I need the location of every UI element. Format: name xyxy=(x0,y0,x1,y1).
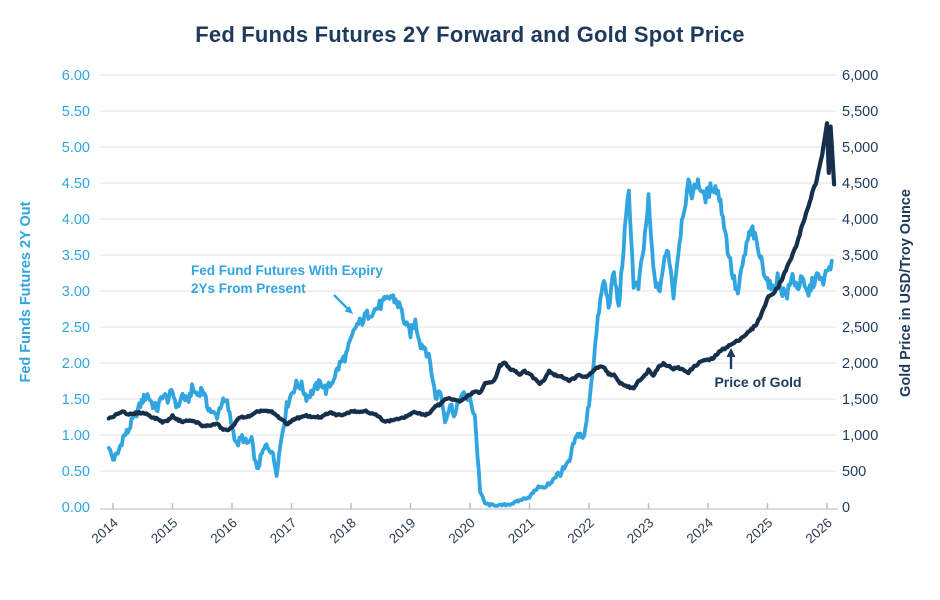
x-axis-tick-label: 2017 xyxy=(267,515,299,546)
right-axis-tick-label: 2,500 xyxy=(842,320,878,336)
right-axis-tick-label: 3,000 xyxy=(842,284,878,300)
left-axis-tick-label: 0.00 xyxy=(62,500,90,516)
futures-annotation-arrow xyxy=(333,294,349,310)
left-axis-tick-label: 4.00 xyxy=(62,212,90,228)
left-axis-tick-label: 1.50 xyxy=(62,392,90,408)
right-axis-tick-label: 1,500 xyxy=(842,392,878,408)
futures-annotation-arrowhead xyxy=(344,305,353,314)
right-axis-tick-label: 3,500 xyxy=(842,248,878,264)
x-axis-tick-label: 2018 xyxy=(327,515,359,546)
x-axis-tick-label: 2024 xyxy=(684,515,717,547)
left-axis-tick-label: 3.50 xyxy=(62,248,90,264)
left-axis-tick-label: 4.50 xyxy=(62,176,90,192)
left-axis-title: Fed Funds Futures 2Y Out xyxy=(18,201,34,383)
right-axis-tick-label: 5,000 xyxy=(842,140,878,156)
right-axis-tick-label: 4,500 xyxy=(842,176,878,192)
x-axis-tick-label: 2022 xyxy=(565,515,597,546)
chart-title: Fed Funds Futures 2Y Forward and Gold Sp… xyxy=(195,22,745,47)
right-axis-tick-label: 5,500 xyxy=(842,104,878,120)
futures-annotation-line2: 2Ys From Present xyxy=(191,281,306,296)
gold-annotation-arrowhead xyxy=(726,348,736,357)
x-axis-tick-label: 2025 xyxy=(743,515,775,546)
right-axis-tick-label: 6,000 xyxy=(842,68,878,84)
x-axis-tick-label: 2020 xyxy=(446,515,478,546)
right-axis-tick-label: 4,000 xyxy=(842,212,878,228)
left-axis-tick-label: 0.50 xyxy=(62,464,90,480)
left-axis-tick-label: 6.00 xyxy=(62,68,90,84)
x-axis-tick-label: 2026 xyxy=(803,515,835,546)
gold-series-line xyxy=(106,121,837,433)
gold-series-annotation: Price of Gold xyxy=(714,374,802,390)
x-axis-tick-label: 2016 xyxy=(208,515,240,546)
left-axis-tick-label: 5.00 xyxy=(62,140,90,156)
left-axis-tick-label: 3.00 xyxy=(62,284,90,300)
x-axis-tick-label: 2019 xyxy=(386,515,418,546)
x-axis-tick-label: 2023 xyxy=(624,515,656,546)
left-axis-tick-label: 2.00 xyxy=(62,356,90,372)
left-axis-tick-label: 1.00 xyxy=(62,428,90,444)
futures-series-annotation: Fed Fund Futures With Expiry 2Ys From Pr… xyxy=(191,262,383,298)
right-axis-tick-label: 500 xyxy=(842,464,866,480)
right-axis-title: Gold Price in USD/Troy Ounce xyxy=(898,189,914,397)
futures-series-line xyxy=(106,177,834,508)
right-axis-tick-label: 2,000 xyxy=(842,356,878,372)
x-axis-tick-label: 2021 xyxy=(505,515,537,546)
x-axis-tick-label: 2015 xyxy=(148,515,180,546)
right-axis-tick-label: 1,000 xyxy=(842,428,878,444)
left-axis-tick-label: 5.50 xyxy=(62,104,90,120)
x-axis-tick-label: 2014 xyxy=(89,515,122,547)
left-axis-tick-label: 2.50 xyxy=(62,320,90,336)
futures-annotation-line1: Fed Fund Futures With Expiry xyxy=(191,263,383,278)
right-axis-tick-label: 0 xyxy=(842,500,850,516)
